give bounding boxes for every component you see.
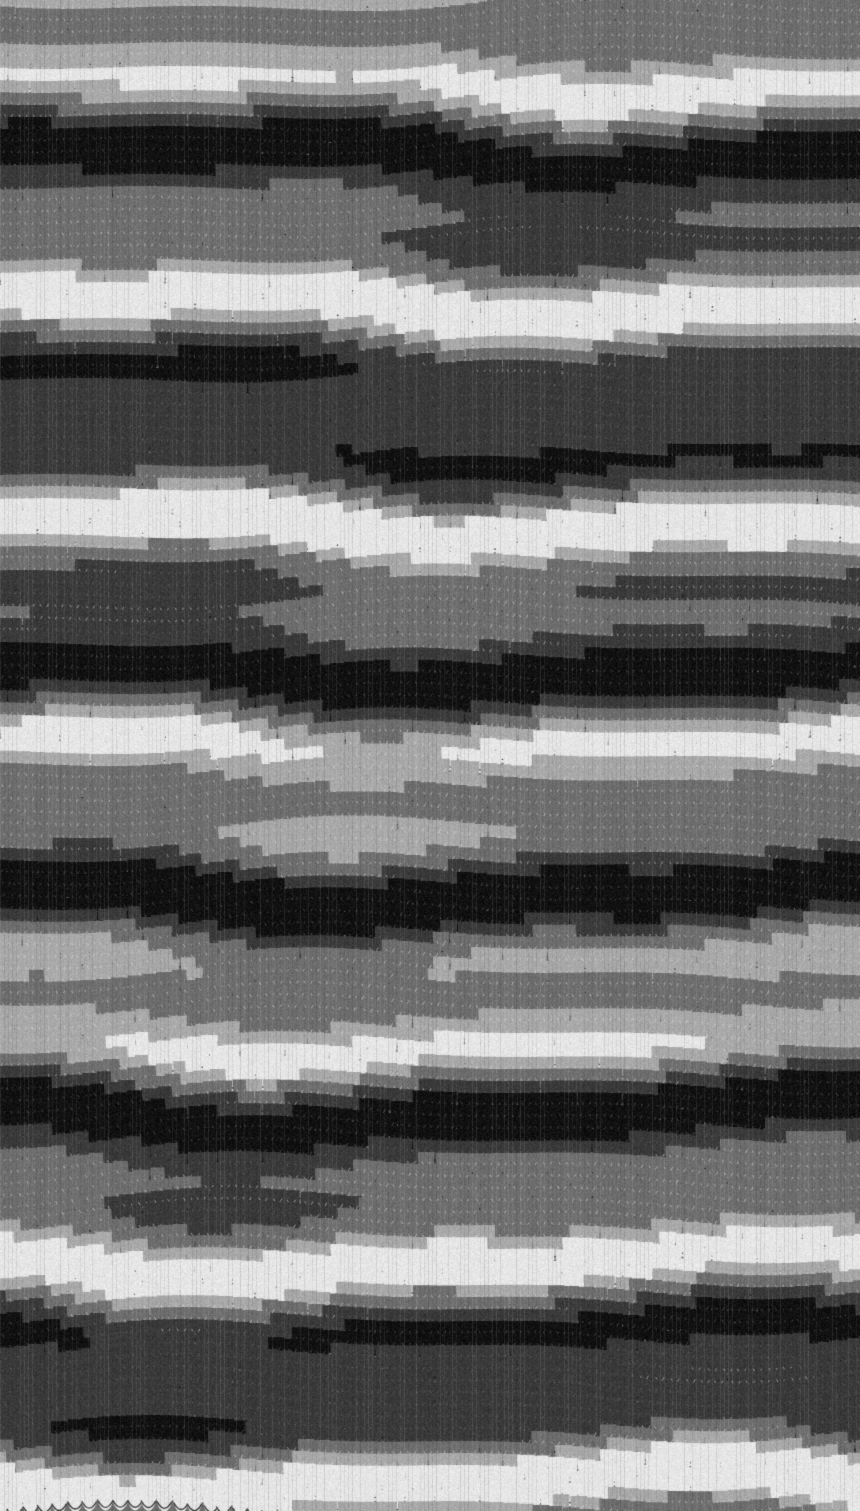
marbled-paper-texture	[0, 0, 860, 1511]
